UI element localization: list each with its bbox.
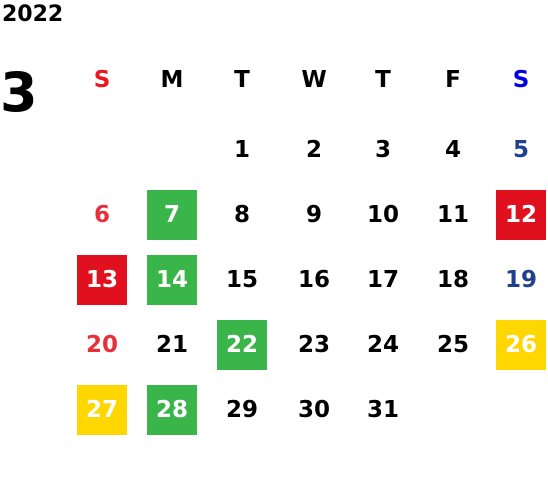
day: 19 (504, 267, 537, 293)
highlighted-day: 7 (147, 190, 197, 240)
day: 18 (436, 267, 469, 293)
weekday-label: T (375, 67, 391, 93)
day: 11 (436, 202, 469, 228)
day: 15 (225, 267, 258, 293)
day: 4 (444, 137, 461, 163)
day: 21 (155, 332, 188, 358)
weekday-label: W (301, 67, 327, 93)
weekday-label: S (512, 67, 530, 93)
day: 8 (233, 202, 250, 228)
highlighted-day: 28 (147, 385, 197, 435)
day: 3 (374, 137, 391, 163)
day: 31 (366, 397, 399, 423)
day: 23 (297, 332, 330, 358)
weekday-label: M (160, 67, 184, 93)
day: 25 (436, 332, 469, 358)
weekday-label: T (234, 67, 250, 93)
day: 10 (366, 202, 399, 228)
day: 20 (85, 332, 118, 358)
highlighted-day: 26 (496, 320, 546, 370)
weekday-label: S (93, 67, 111, 93)
highlighted-day: 13 (77, 255, 127, 305)
highlighted-day: 22 (217, 320, 267, 370)
day: 24 (366, 332, 399, 358)
day: 2 (305, 137, 322, 163)
day: 17 (366, 267, 399, 293)
day: 1 (233, 137, 250, 163)
month: 3 (0, 61, 38, 124)
day: 29 (225, 397, 258, 423)
day: 6 (93, 202, 110, 228)
day: 16 (297, 267, 330, 293)
highlighted-day: 12 (496, 190, 546, 240)
day: 30 (297, 397, 330, 423)
highlighted-day: 14 (147, 255, 197, 305)
highlighted-day: 27 (77, 385, 127, 435)
day: 9 (305, 202, 322, 228)
day: 5 (512, 137, 529, 163)
weekday-label: F (445, 67, 461, 93)
year: 2022 (2, 2, 64, 27)
